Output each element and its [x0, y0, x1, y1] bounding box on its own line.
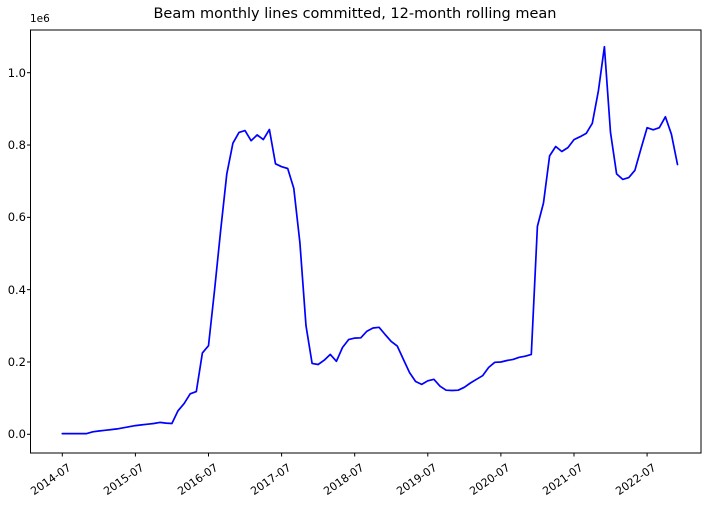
y-tick-label: 1.0 — [7, 65, 26, 80]
axes-spines — [30, 29, 702, 454]
chart-title: Beam monthly lines committed, 12-month r… — [153, 6, 557, 22]
axes-frame — [27, 29, 702, 457]
y-tick-label: 0.2 — [7, 354, 26, 369]
series-line — [61, 45, 679, 435]
y-tick-label: 0.8 — [7, 138, 26, 153]
y-tick-label: 0.4 — [7, 282, 26, 297]
y-tick-label: 0.6 — [7, 210, 26, 225]
y-axis-offset-text: 1e6 — [30, 13, 50, 25]
y-tick-label: 0.0 — [7, 427, 26, 442]
